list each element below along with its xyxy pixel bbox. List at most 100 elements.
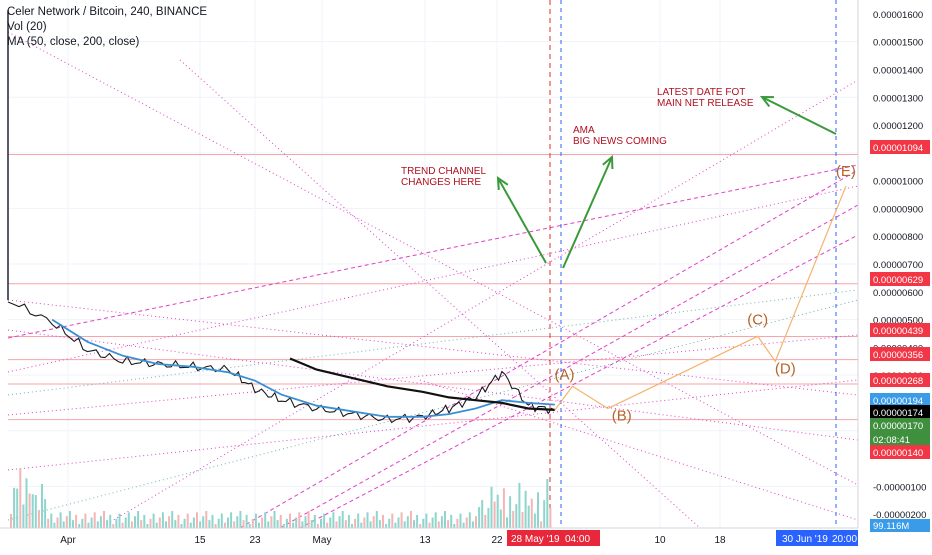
volume-bar (298, 512, 301, 528)
volume-bar (301, 521, 304, 528)
trend-line (7, 185, 859, 373)
volume-bar (267, 521, 270, 528)
volume-bar (217, 518, 220, 528)
price-tick: 0.00001500 (873, 38, 923, 49)
time-tick: 15 (194, 535, 206, 546)
date-highlight (507, 530, 562, 546)
ma-50-line (51, 318, 555, 418)
volume-bar (406, 516, 409, 528)
volume-bar (199, 521, 202, 528)
price-tick: 0.00000800 (873, 232, 923, 243)
volume-bar (233, 521, 236, 528)
volume-bar (103, 511, 105, 528)
volume-bar (140, 520, 143, 528)
volume-bar (388, 518, 391, 528)
volume-bar (496, 494, 499, 528)
volume-bar (347, 514, 350, 528)
volume-bar (394, 522, 397, 528)
volume-bar (87, 522, 90, 528)
volume-bar (130, 521, 133, 528)
level-lines (8, 154, 858, 421)
volume-bar (484, 514, 487, 528)
price-tick: 0.00000600 (873, 288, 923, 299)
volume-bar (431, 517, 434, 528)
volume-bar (223, 522, 226, 528)
annotation-text: CHANGES HERE (401, 177, 481, 188)
price-tick: 0.00001200 (873, 121, 923, 132)
volume-bar (366, 512, 369, 528)
price-tick: 0.00001400 (873, 65, 923, 76)
volume-bar (65, 516, 68, 528)
volume-bar (239, 511, 242, 528)
volume-bar (459, 513, 462, 528)
volume-bar (465, 517, 468, 528)
volume-bar (369, 521, 372, 528)
arrow-shaft (761, 96, 837, 135)
volume-bar (329, 517, 332, 528)
price-tick: 0.00001300 (873, 93, 923, 104)
price-tag-text: 0.00001094 (873, 143, 923, 154)
volume-bar (285, 518, 288, 528)
volume-bar (413, 520, 415, 528)
volume-bar (192, 517, 195, 528)
volume-bar (316, 524, 319, 528)
annotation-text: MAIN NET RELEASE (657, 98, 754, 109)
arrowhead (496, 175, 509, 191)
volume-bar (502, 488, 505, 528)
volume-bar (261, 517, 264, 528)
price-tag-text: 0.00000170 (873, 421, 923, 432)
arrow-shaft (562, 156, 613, 269)
volume-bar (227, 517, 229, 528)
trend-line (239, 169, 859, 529)
volume-bar (456, 518, 459, 528)
volume-bar (161, 512, 164, 528)
time-tick: 18 (714, 535, 726, 546)
price-tag (870, 405, 930, 419)
volume-bar (341, 511, 344, 528)
time-tick: Apr (60, 535, 76, 546)
price-series (7, 301, 556, 424)
volume-bar (186, 513, 189, 528)
volume-bar (437, 521, 440, 528)
volume-bar (273, 511, 276, 528)
volume-bar (56, 517, 59, 528)
time-tick: 13 (419, 535, 431, 546)
volume-bar (434, 512, 437, 528)
price-tag-text: 0.00000140 (873, 448, 923, 459)
chart-legend: Celer Network / Bitcoin, 240, BINANCE Vo… (7, 5, 207, 50)
volume-bar (75, 514, 78, 528)
price-tag (870, 445, 930, 459)
volume-bar (196, 512, 198, 528)
price-tag-text: 0.00000356 (873, 350, 923, 361)
volume-bar (475, 516, 477, 528)
price-tag-text: 0.00000174 (873, 408, 923, 419)
volume-bar (357, 513, 360, 528)
volume-bar (447, 520, 450, 528)
price-tag-text: 0.00000268 (873, 376, 923, 387)
volume-tag-text: 99.116M (873, 521, 909, 532)
volume-bar (93, 512, 96, 528)
volume-bar (521, 512, 524, 528)
legend-symbol[interactable]: Celer Network / Bitcoin, 240, BINANCE (7, 6, 208, 18)
trend-lines (7, 31, 859, 529)
volume-bar (149, 518, 152, 528)
volume-bar (146, 524, 149, 528)
trend-line (279, 204, 859, 529)
volume-bar (137, 511, 140, 528)
volume-bar (382, 514, 384, 528)
time-highlight-text: 04:00 (565, 534, 590, 545)
volume-bar (59, 512, 62, 528)
legend-ma[interactable]: MA (50, close, 200, close) (7, 36, 140, 48)
legend-volume[interactable]: Vol (20) (7, 21, 47, 33)
volume-bar (155, 522, 158, 528)
volume-bar (462, 522, 465, 528)
volume-bar (84, 513, 87, 528)
volume-bar (165, 521, 167, 528)
volume-bar (118, 513, 121, 528)
trend-line (7, 329, 859, 441)
volume-bar (276, 520, 279, 528)
volume-bar (363, 517, 366, 528)
